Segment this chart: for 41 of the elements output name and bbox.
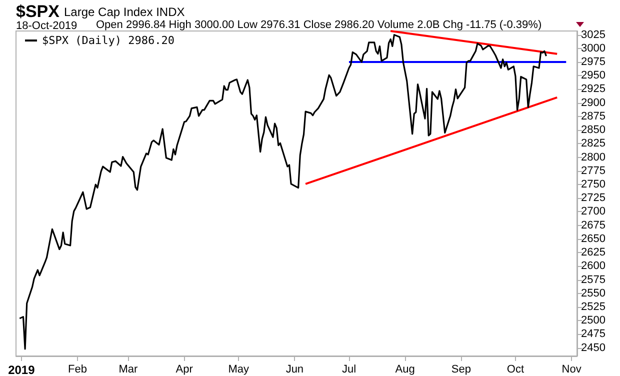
y-tick-label: 2975	[581, 56, 606, 68]
y-tick-label: 2850	[581, 124, 606, 136]
x-tick-label: Feb	[68, 364, 88, 376]
y-tick-label: 2700	[581, 206, 606, 218]
y-tick-label: 3000	[581, 42, 606, 54]
text: Open 2996.84 High 3000.00 Low 2976.31 Close 2986.20 Volume 2.0B Chg -11.75 (-0.39%)	[96, 19, 542, 31]
y-tick-label: 2875	[581, 110, 606, 122]
y-tick-label: 2800	[581, 151, 606, 164]
chart-subtitle: Large Cap Index INDX	[64, 5, 185, 19]
x-tick-label: Jun	[286, 364, 304, 376]
y-tick-label: 2625	[581, 246, 606, 259]
y-tick-label: 2900	[581, 96, 606, 109]
legend-label: $SPX (Daily) 2986.20	[42, 34, 174, 47]
x-tick-label: Oct	[506, 364, 524, 376]
y-tick-label: 2525	[581, 301, 606, 314]
annotation: 18-Oct-2019	[16, 20, 78, 32]
y-tick-label: 2675	[581, 219, 606, 232]
chart-title: $SPX	[16, 2, 60, 21]
x-tick-label: 2019	[8, 363, 36, 376]
y-tick-label: 2475	[581, 328, 606, 340]
x-tick-label: Mar	[118, 364, 138, 376]
y-tick-label: 2725	[581, 192, 606, 204]
x-tick-label: Apr	[176, 364, 194, 376]
y-tick-label: 2925	[581, 83, 606, 96]
y-tick-label: 2650	[581, 232, 606, 245]
y-tick-label: 2750	[581, 178, 606, 191]
y-tick-label: 2450	[581, 342, 606, 354]
x-tick-label: Jul	[342, 364, 356, 376]
x-tick-label: Sep	[451, 364, 471, 376]
y-tick-label: 2500	[581, 314, 606, 327]
y-tick-label: 2550	[581, 287, 606, 300]
x-tick-label: May	[228, 364, 250, 376]
line-series	[18, 34, 548, 350]
y-tick-label: 3025	[581, 28, 606, 41]
x-tick-label: Aug	[395, 364, 415, 376]
y-tick-label: 2950	[581, 70, 606, 82]
y-tick-label: 2825	[581, 138, 606, 150]
y-tick-label: 2775	[581, 164, 606, 177]
y-tick-label: 2575	[581, 274, 606, 286]
x-tick-label: Nov	[562, 364, 582, 376]
y-tick-label: 2600	[581, 260, 606, 272]
